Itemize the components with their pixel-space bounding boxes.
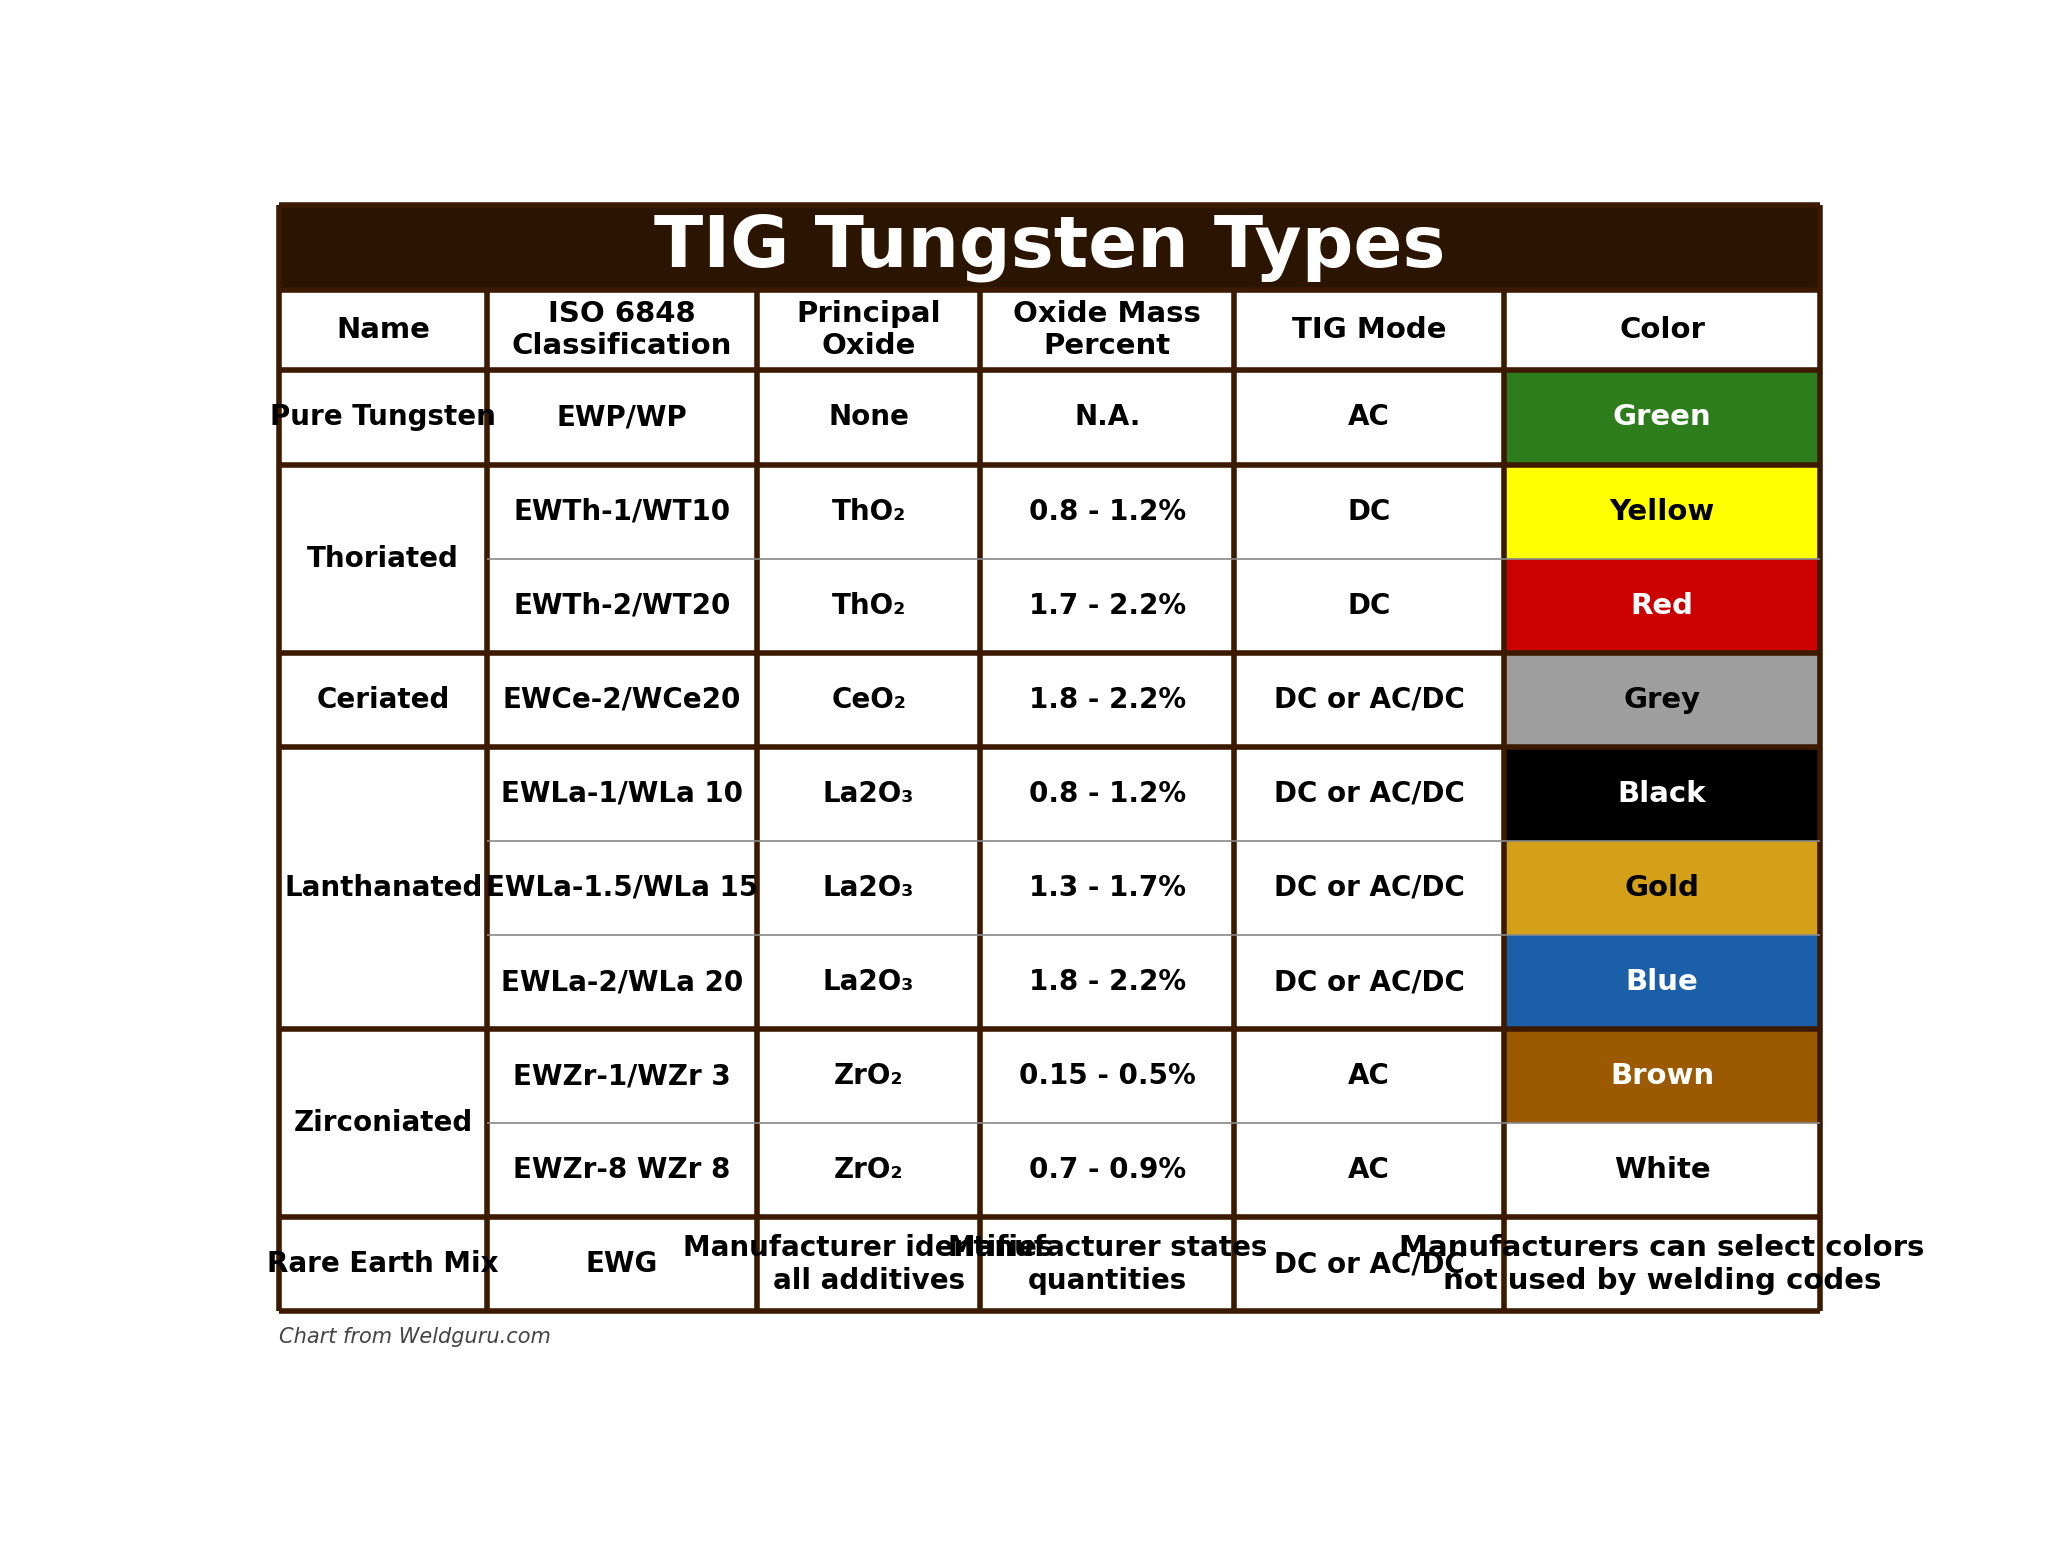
- Text: DC or AC/DC: DC or AC/DC: [1274, 685, 1464, 713]
- Text: White: White: [1614, 1156, 1710, 1185]
- Text: Red: Red: [1630, 591, 1694, 620]
- Text: Oxide Mass
Percent: Oxide Mass Percent: [1014, 300, 1202, 360]
- Bar: [1503, 1123, 1821, 1217]
- Text: EWLa-2/WLa 20: EWLa-2/WLa 20: [502, 968, 743, 996]
- Bar: [1503, 370, 1821, 464]
- Text: Name: Name: [336, 316, 430, 343]
- Text: EWLa-1/WLa 10: EWLa-1/WLa 10: [502, 780, 743, 808]
- Text: La2O₃: La2O₃: [823, 968, 913, 996]
- Bar: [1503, 653, 1821, 747]
- Text: Rare Earth Mix: Rare Earth Mix: [268, 1250, 500, 1278]
- Text: EWTh-2/WT20: EWTh-2/WT20: [514, 591, 731, 620]
- Bar: [1503, 1217, 1821, 1312]
- Text: Manufacturer identifies
all additives: Manufacturer identifies all additives: [684, 1235, 1055, 1295]
- Bar: [279, 842, 1821, 934]
- Text: EWZr-8 WZr 8: EWZr-8 WZr 8: [514, 1156, 731, 1185]
- Text: ThO₂: ThO₂: [831, 498, 905, 526]
- Bar: [279, 204, 1821, 289]
- Text: EWZr-1/WZr 3: EWZr-1/WZr 3: [514, 1063, 731, 1091]
- Text: 1.3 - 1.7%: 1.3 - 1.7%: [1028, 874, 1186, 902]
- Text: DC or AC/DC: DC or AC/DC: [1274, 874, 1464, 902]
- Text: Color: Color: [1620, 316, 1706, 343]
- Text: EWLa-1.5/WLa 15: EWLa-1.5/WLa 15: [485, 874, 758, 902]
- Text: TIG Mode: TIG Mode: [1292, 316, 1446, 343]
- Text: La2O₃: La2O₃: [823, 874, 913, 902]
- Text: Pure Tungsten: Pure Tungsten: [270, 404, 496, 432]
- Text: Chart from Weldguru.com: Chart from Weldguru.com: [279, 1327, 551, 1347]
- Text: ThO₂: ThO₂: [831, 591, 905, 620]
- Text: Brown: Brown: [1610, 1063, 1714, 1091]
- Bar: [1503, 747, 1821, 842]
- Text: 0.8 - 1.2%: 0.8 - 1.2%: [1028, 498, 1186, 526]
- Bar: [279, 1029, 1821, 1123]
- Text: CeO₂: CeO₂: [831, 685, 905, 713]
- Text: Grey: Grey: [1624, 685, 1700, 713]
- Text: DC or AC/DC: DC or AC/DC: [1274, 780, 1464, 808]
- Text: 1.8 - 2.2%: 1.8 - 2.2%: [1028, 685, 1186, 713]
- Text: 0.7 - 0.9%: 0.7 - 0.9%: [1028, 1156, 1186, 1185]
- Bar: [279, 653, 1821, 747]
- Text: 1.8 - 2.2%: 1.8 - 2.2%: [1028, 968, 1186, 996]
- Text: Green: Green: [1612, 404, 1712, 432]
- Text: Principal
Oxide: Principal Oxide: [797, 300, 940, 360]
- Bar: [279, 464, 1821, 558]
- Text: Yellow: Yellow: [1610, 498, 1714, 526]
- Text: Manufacturers can select colors
not used by welding codes: Manufacturers can select colors not used…: [1399, 1235, 1925, 1295]
- Text: Black: Black: [1618, 780, 1706, 808]
- Bar: [279, 1217, 1821, 1312]
- Text: EWP/WP: EWP/WP: [557, 404, 688, 432]
- Text: DC or AC/DC: DC or AC/DC: [1274, 968, 1464, 996]
- Text: ZrO₂: ZrO₂: [834, 1156, 903, 1185]
- Text: 0.8 - 1.2%: 0.8 - 1.2%: [1028, 780, 1186, 808]
- Bar: [279, 289, 1821, 370]
- Bar: [279, 934, 1821, 1029]
- Text: AC: AC: [1348, 1063, 1391, 1091]
- Text: 0.15 - 0.5%: 0.15 - 0.5%: [1020, 1063, 1196, 1091]
- Text: Lanthanated: Lanthanated: [285, 874, 483, 902]
- Bar: [1503, 842, 1821, 934]
- Text: DC: DC: [1348, 498, 1391, 526]
- Text: EWCe-2/WCe20: EWCe-2/WCe20: [504, 685, 741, 713]
- Text: AC: AC: [1348, 1156, 1391, 1185]
- Text: 1.7 - 2.2%: 1.7 - 2.2%: [1028, 591, 1186, 620]
- Bar: [279, 558, 1821, 653]
- Bar: [279, 370, 1821, 464]
- Text: Zirconiated: Zirconiated: [293, 1109, 473, 1137]
- Text: DC or AC/DC: DC or AC/DC: [1274, 1250, 1464, 1278]
- Text: AC: AC: [1348, 404, 1391, 432]
- Bar: [279, 1123, 1821, 1217]
- Bar: [1503, 558, 1821, 653]
- Bar: [1503, 464, 1821, 558]
- Text: N.A.: N.A.: [1075, 404, 1141, 432]
- Text: EWG: EWG: [586, 1250, 657, 1278]
- Bar: [279, 747, 1821, 842]
- Text: EWTh-1/WT10: EWTh-1/WT10: [514, 498, 731, 526]
- Text: ZrO₂: ZrO₂: [834, 1063, 903, 1091]
- Text: La2O₃: La2O₃: [823, 780, 913, 808]
- Text: ISO 6848
Classification: ISO 6848 Classification: [512, 300, 733, 360]
- Bar: [1503, 934, 1821, 1029]
- Bar: [1503, 1029, 1821, 1123]
- Text: TIG Tungsten Types: TIG Tungsten Types: [653, 213, 1446, 282]
- Text: Manufacturer states
quantities: Manufacturer states quantities: [948, 1235, 1268, 1295]
- Text: Gold: Gold: [1624, 874, 1700, 902]
- Text: Blue: Blue: [1626, 968, 1698, 996]
- Text: DC: DC: [1348, 591, 1391, 620]
- Text: Thoriated: Thoriated: [307, 545, 459, 572]
- Text: Ceriated: Ceriated: [317, 685, 451, 713]
- Text: None: None: [827, 404, 909, 432]
